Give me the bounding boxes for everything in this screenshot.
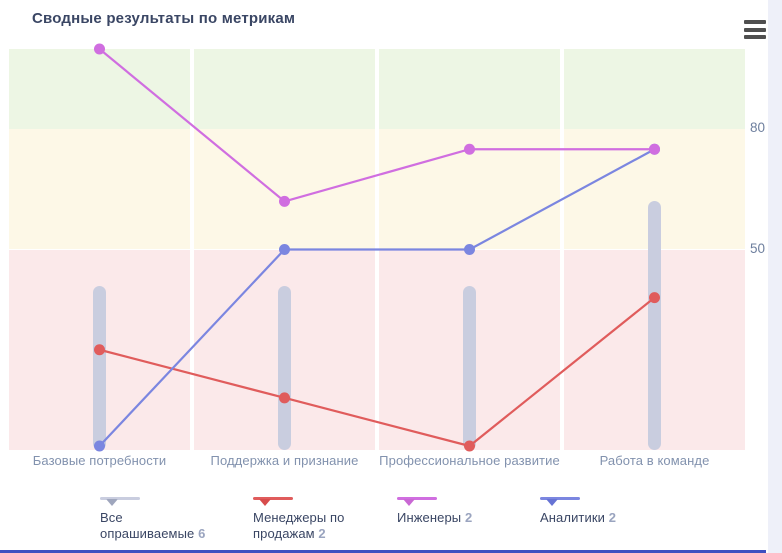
chart-zone-band xyxy=(9,49,190,130)
chart-zone-band xyxy=(194,49,375,130)
legend-label: Аналитики 2 xyxy=(540,510,617,525)
x-axis-label: Базовые потребности xyxy=(32,453,167,468)
bottom-accent-line xyxy=(0,550,766,553)
legend-line xyxy=(100,497,140,500)
data-point[interactable] xyxy=(464,440,475,452)
legend-label: Инженеры 2 xyxy=(397,510,473,525)
survey-bar[interactable] xyxy=(93,285,106,450)
legend-swatch-icon xyxy=(253,496,293,506)
x-axis-label: Работа в команде xyxy=(599,453,710,468)
data-point[interactable] xyxy=(279,392,290,404)
data-point[interactable] xyxy=(464,143,475,155)
legend-marker-icon xyxy=(403,499,415,506)
data-point[interactable] xyxy=(94,440,105,452)
line-3 xyxy=(98,148,656,447)
hamburger-menu-icon[interactable] xyxy=(744,20,766,39)
hamburger-bar xyxy=(744,35,766,39)
legend-count: 2 xyxy=(464,510,473,525)
legend-swatch-icon xyxy=(397,496,437,506)
data-point[interactable] xyxy=(94,43,105,55)
legend-marker-icon xyxy=(259,499,271,506)
data-point[interactable] xyxy=(649,292,660,304)
y-tick-label: 50 xyxy=(750,240,766,256)
chart-zone-band xyxy=(379,49,560,130)
hamburger-bar xyxy=(744,27,766,32)
x-axis-label: Профессиональное развитие xyxy=(379,453,560,468)
legend-count: 6 xyxy=(198,526,206,541)
chart-zone-band xyxy=(564,49,745,130)
data-point[interactable] xyxy=(279,195,290,207)
legend-count: 2 xyxy=(318,526,326,541)
legend-item-3[interactable]: Аналитики 2 xyxy=(540,496,658,526)
legend-line xyxy=(253,497,293,500)
legend-count: 2 xyxy=(608,510,617,525)
x-axis-label: Поддержка и признание xyxy=(210,453,359,468)
chart-zone-band xyxy=(9,129,190,250)
data-point[interactable] xyxy=(279,244,290,255)
data-point[interactable] xyxy=(94,344,105,356)
legend-swatch-icon xyxy=(100,496,140,506)
hamburger-bar xyxy=(744,20,766,24)
survey-bar[interactable] xyxy=(648,201,661,450)
data-point[interactable] xyxy=(649,143,660,155)
data-point[interactable] xyxy=(464,244,475,255)
line-1 xyxy=(99,296,656,448)
survey-bar[interactable] xyxy=(463,285,476,450)
legend-item-1[interactable]: Менеджеры по продажам 2 xyxy=(253,496,371,542)
legend-line xyxy=(397,497,437,500)
legend-swatch-icon xyxy=(540,496,580,506)
legend-line xyxy=(540,497,580,500)
legend-label: Все опрашиваемые 6 xyxy=(100,510,206,541)
legend-marker-icon xyxy=(106,499,118,506)
line-2 xyxy=(98,48,655,203)
legend-item-2[interactable]: Инженеры 2 xyxy=(397,496,515,526)
legend-marker-icon xyxy=(546,499,558,506)
legend-item-0[interactable]: Все опрашиваемые 6 xyxy=(100,496,218,542)
survey-bar[interactable] xyxy=(278,285,291,450)
legend-label: Менеджеры по продажам 2 xyxy=(253,510,345,541)
page-title: Сводные результаты по метрикам xyxy=(32,10,296,27)
y-tick-label: 80 xyxy=(750,120,766,136)
scrollbar-track xyxy=(768,0,782,553)
chart-zone-band xyxy=(194,129,375,250)
